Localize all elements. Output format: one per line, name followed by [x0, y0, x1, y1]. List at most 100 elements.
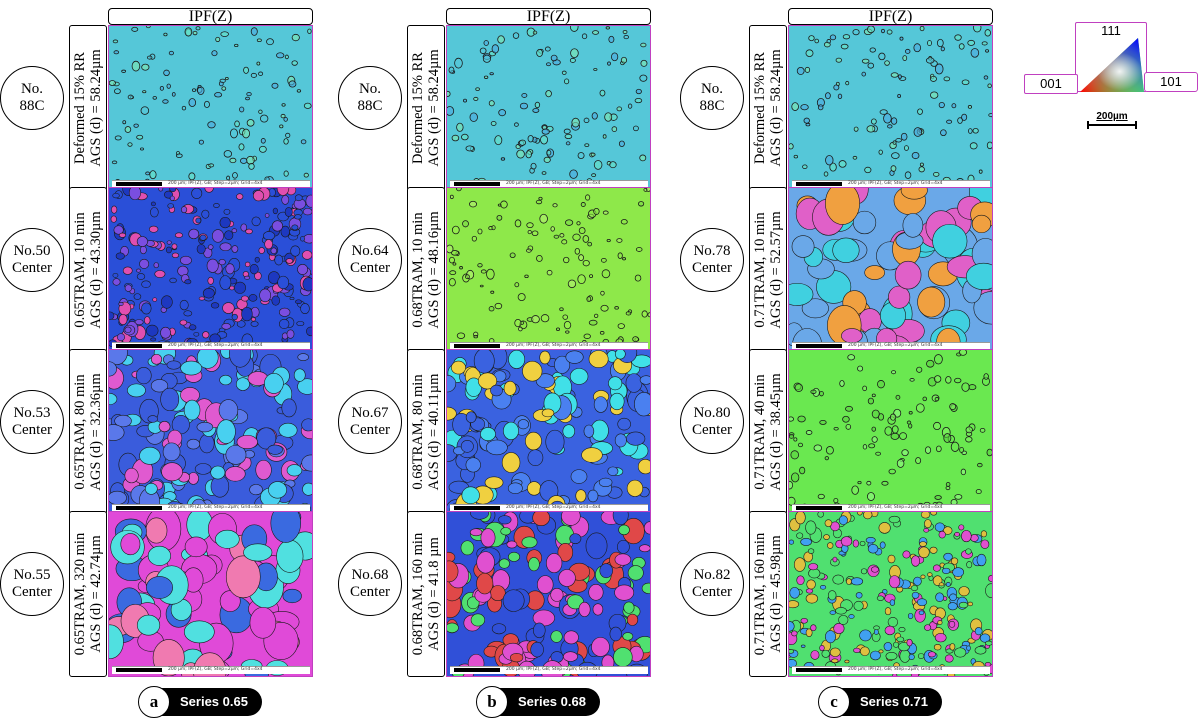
treatment-condition: Deformed 15% RR	[72, 52, 88, 164]
condition-text: Deformed 15% RR AGS (d) = 58.24µm	[410, 27, 442, 189]
sample-row: No.80 Center 0.71TRAM, 40 min AGS (d) = 38.…	[680, 349, 1010, 515]
treatment-condition: 0.65TRAM, 80 min	[72, 374, 88, 490]
series-column-a: IPF(Z) No. 88C Deformed 15% RR AGS (d) = 58.…	[0, 0, 330, 728]
grain-orientation-texture	[109, 512, 312, 676]
ebsd-ipf-map: 200 µm; IPF(Z), GB; Step=2µm; Grid=4x4	[788, 511, 993, 677]
series-label: Series 0.68	[518, 694, 586, 709]
map-scale-caption: 200 µm; IPF(Z), GB; Step=2µm; Grid=4x4	[848, 181, 943, 186]
map-scale-bar: 200 µm; IPF(Z), GB; Step=2µm; Grid=4x4	[450, 342, 648, 350]
grain-orientation-texture	[789, 188, 992, 352]
column-header: IPF(Z)	[788, 8, 993, 25]
average-grain-size: AGS (d) = 41.8 µm	[426, 537, 442, 651]
ebsd-ipf-map: 200 µm; IPF(Z), GB; Step=2µm; Grid=4x4	[108, 511, 313, 677]
map-scale-bar: 200 µm; IPF(Z), GB; Step=2µm; Grid=4x4	[792, 666, 990, 674]
sample-id-line2: Center	[350, 260, 390, 276]
condition-label: Deformed 15% RR AGS (d) = 58.24µm	[749, 25, 787, 191]
map-scale-caption: 200 µm; IPF(Z), GB; Step=2µm; Grid=4x4	[506, 505, 601, 510]
condition-label: 0.65TRAM, 10 min AGS (d) = 43.30µm	[69, 187, 107, 353]
grain-orientation-texture	[789, 350, 992, 514]
condition-text: Deformed 15% RR AGS (d) = 58.24µm	[752, 27, 784, 189]
treatment-condition: 0.68TRAM, 160 min	[410, 532, 426, 656]
map-scale-caption: 200 µm; IPF(Z), GB; Step=2µm; Grid=4x4	[506, 667, 601, 672]
sample-id-line1: No.53	[13, 405, 51, 421]
sample-id-line2: Center	[12, 422, 52, 438]
map-scale-caption: 200 µm; IPF(Z), GB; Step=2µm; Grid=4x4	[168, 667, 263, 672]
condition-label: Deformed 15% RR AGS (d) = 58.24µm	[407, 25, 445, 191]
map-scale-bar: 200 µm; IPF(Z), GB; Step=2µm; Grid=4x4	[112, 504, 310, 512]
sample-id-badge: No. 88C	[0, 66, 64, 130]
sample-row: No. 88C Deformed 15% RR AGS (d) = 58.24µm 20…	[680, 25, 1010, 191]
sample-row: No.55 Center 0.65TRAM, 320 min AGS (d) = 42…	[0, 511, 330, 677]
condition-text: 0.65TRAM, 320 min AGS (d) = 42.74µm	[72, 513, 104, 675]
sample-id-line2: 88C	[19, 98, 45, 114]
series-column-c: IPF(Z) No. 88C Deformed 15% RR AGS (d) = 58.…	[680, 0, 1010, 728]
map-scale-bar-line	[116, 506, 162, 510]
grain-orientation-texture	[447, 26, 650, 190]
sample-id-badge: No.67 Center	[338, 390, 402, 454]
ebsd-ipf-map: 200 µm; IPF(Z), GB; Step=2µm; Grid=4x4	[446, 187, 651, 353]
sample-id-line2: Center	[692, 260, 732, 276]
condition-text: 0.71TRAM, 10 min AGS (d) = 52.57µm	[752, 189, 784, 351]
ebsd-ipf-map: 200 µm; IPF(Z), GB; Step=2µm; Grid=4x4	[108, 187, 313, 353]
sample-id-badge: No. 88C	[338, 66, 402, 130]
map-scale-bar-line	[116, 344, 162, 348]
condition-text: 0.65TRAM, 10 min AGS (d) = 43.30µm	[72, 189, 104, 351]
column-header: IPF(Z)	[108, 8, 313, 25]
map-scale-caption: 200 µm; IPF(Z), GB; Step=2µm; Grid=4x4	[168, 343, 263, 348]
series-tag-c: Series 0.71 c	[818, 686, 942, 718]
average-grain-size: AGS (d) = 38.45µm	[768, 373, 784, 491]
sample-row: No.64 Center 0.68TRAM, 10 min AGS (d) = 48.…	[338, 187, 668, 353]
grain-orientation-texture	[109, 188, 312, 352]
map-scale-bar: 200 µm; IPF(Z), GB; Step=2µm; Grid=4x4	[112, 180, 310, 188]
treatment-condition: 0.71TRAM, 160 min	[752, 532, 768, 656]
sample-id-line1: No.64	[351, 243, 389, 259]
map-scale-bar: 200 µm; IPF(Z), GB; Step=2µm; Grid=4x4	[112, 666, 310, 674]
sample-id-line2: Center	[12, 260, 52, 276]
ebsd-ipf-map: 200 µm; IPF(Z), GB; Step=2µm; Grid=4x4	[788, 349, 993, 515]
condition-text: Deformed 15% RR AGS (d) = 58.24µm	[72, 27, 104, 189]
sample-id-badge: No. 88C	[680, 66, 744, 130]
sample-id-badge: No.50 Center	[0, 228, 64, 292]
treatment-condition: 0.68TRAM, 80 min	[410, 374, 426, 490]
ipf-pole-001: 001	[1024, 74, 1078, 94]
treatment-condition: 0.68TRAM, 10 min	[410, 212, 426, 328]
ipf-pole-111: 111	[1101, 23, 1121, 38]
panel-letter: c	[818, 686, 850, 718]
map-scale-bar-line	[454, 344, 500, 348]
map-scale-caption: 200 µm; IPF(Z), GB; Step=2µm; Grid=4x4	[168, 505, 263, 510]
sample-row: No.78 Center 0.71TRAM, 10 min AGS (d) = 52.…	[680, 187, 1010, 353]
sample-id-line2: Center	[350, 584, 390, 600]
condition-text: 0.68TRAM, 10 min AGS (d) = 48.16µm	[410, 189, 442, 351]
average-grain-size: AGS (d) = 52.57µm	[768, 211, 784, 329]
treatment-condition: Deformed 15% RR	[752, 52, 768, 164]
average-grain-size: AGS (d) = 45.98µm	[768, 535, 784, 653]
average-grain-size: AGS (d) = 58.24µm	[88, 49, 104, 167]
grain-orientation-texture	[789, 512, 992, 676]
map-scale-bar: 200 µm; IPF(Z), GB; Step=2µm; Grid=4x4	[450, 666, 648, 674]
sample-id-badge: No.64 Center	[338, 228, 402, 292]
treatment-condition: 0.65TRAM, 10 min	[72, 212, 88, 328]
scale-bar-label: 200µm	[1096, 111, 1128, 122]
map-scale-bar-line	[116, 182, 162, 186]
scale-bar-tick-left	[1087, 121, 1089, 129]
ebsd-ipf-map: 200 µm; IPF(Z), GB; Step=2µm; Grid=4x4	[788, 25, 993, 191]
sample-id-badge: No.78 Center	[680, 228, 744, 292]
grain-orientation-texture	[447, 350, 650, 514]
map-scale-bar: 200 µm; IPF(Z), GB; Step=2µm; Grid=4x4	[792, 180, 990, 188]
map-scale-caption: 200 µm; IPF(Z), GB; Step=2µm; Grid=4x4	[848, 343, 943, 348]
map-scale-bar-line	[454, 668, 500, 672]
map-scale-bar: 200 µm; IPF(Z), GB; Step=2µm; Grid=4x4	[450, 504, 648, 512]
condition-text: 0.68TRAM, 160 min AGS (d) = 41.8 µm	[410, 513, 442, 675]
grain-orientation-texture	[109, 350, 312, 514]
sample-id-line2: 88C	[357, 98, 383, 114]
map-scale-bar: 200 µm; IPF(Z), GB; Step=2µm; Grid=4x4	[112, 342, 310, 350]
map-scale-bar-line	[796, 182, 842, 186]
sample-row: No.53 Center 0.65TRAM, 80 min AGS (d) = 32.…	[0, 349, 330, 515]
series-label: Series 0.65	[180, 694, 248, 709]
scale-bar-line	[1088, 124, 1136, 126]
treatment-condition: 0.71TRAM, 10 min	[752, 212, 768, 328]
sample-id-line1: No.	[700, 81, 724, 97]
ipf-color-key: 111 001 101	[1024, 22, 1198, 94]
map-scale-bar-line	[796, 668, 842, 672]
average-grain-size: AGS (d) = 42.74µm	[88, 535, 104, 653]
